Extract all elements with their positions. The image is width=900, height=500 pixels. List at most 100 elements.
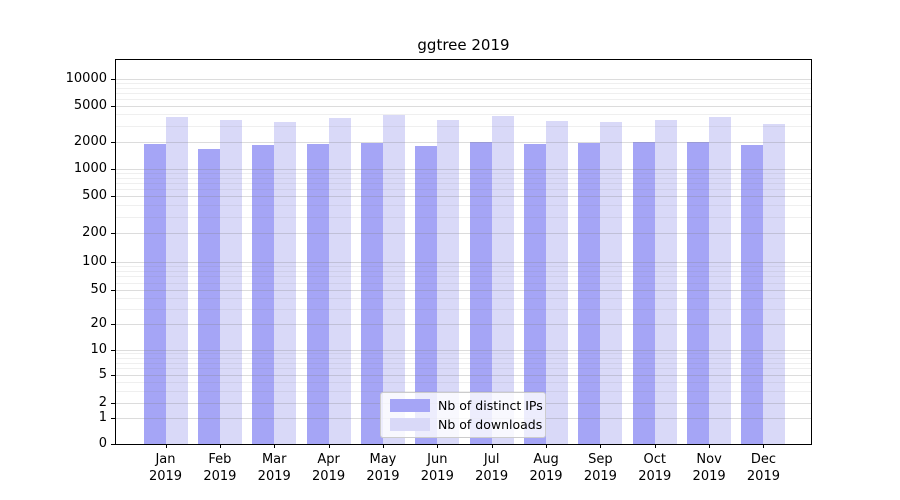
y-tick-mark	[111, 324, 115, 325]
x-tick-mark	[763, 444, 765, 448]
gridline	[116, 216, 811, 218]
bar-downloads-aug-2019	[546, 120, 569, 444]
x-tick-mark	[437, 444, 439, 448]
y-tick-mark	[111, 105, 115, 107]
legend-swatch-downloads	[390, 418, 430, 431]
bar-downloads-jan-2019	[165, 117, 188, 444]
gridline	[116, 324, 811, 325]
x-tick-mark	[328, 444, 330, 448]
x-tick-label: May 2019	[366, 452, 400, 484]
gridline	[116, 205, 811, 206]
x-tick-label: Oct 2019	[638, 452, 672, 484]
legend-item-distinct-ips: Nb of distinct IPs	[390, 398, 543, 413]
bar-distinct-ips-mar-2019	[252, 144, 275, 444]
gridline	[116, 177, 811, 179]
x-tick-label: Mar 2019	[257, 452, 291, 484]
gridline	[116, 188, 811, 190]
bar-downloads-nov-2019	[709, 117, 732, 444]
bar-distinct-ips-aug-2019	[524, 143, 547, 444]
bar-distinct-ips-feb-2019	[197, 148, 220, 444]
bar-downloads-sep-2019	[600, 121, 623, 444]
gridline	[116, 276, 811, 278]
bar-downloads-may-2019	[382, 114, 405, 444]
bar-downloads-mar-2019	[274, 121, 297, 444]
bar-downloads-feb-2019	[219, 119, 242, 444]
x-tick-label: Jun 2019	[420, 452, 454, 484]
y-tick-label: 20	[90, 316, 107, 331]
y-tick-label: 2000	[73, 133, 107, 149]
bar-distinct-ips-apr-2019	[306, 144, 329, 444]
legend: Nb of distinct IPs Nb of downloads	[380, 392, 546, 438]
x-tick-label: Dec 2019	[746, 452, 780, 484]
gridline	[116, 353, 811, 355]
gridline	[116, 298, 811, 300]
y-tick-label: 2	[98, 395, 107, 410]
bar-downloads-apr-2019	[328, 117, 351, 444]
x-tick-mark	[274, 444, 276, 448]
gridline	[116, 79, 811, 80]
x-tick-label: Feb 2019	[203, 452, 237, 484]
plot-area: Nb of distinct IPs Nb of downloads	[115, 59, 812, 445]
gridline	[116, 83, 811, 85]
gridline	[116, 375, 811, 376]
y-tick-mark	[111, 196, 115, 197]
y-tick-mark	[111, 349, 115, 351]
x-tick-mark	[600, 444, 602, 448]
y-tick-mark	[111, 375, 115, 376]
gridline	[116, 357, 811, 359]
chart-title: ggtree 2019	[417, 36, 510, 54]
y-tick-label: 500	[82, 188, 107, 203]
bar-downloads-jun-2019	[437, 120, 460, 444]
bar-distinct-ips-oct-2019	[632, 141, 655, 444]
y-tick-mark	[111, 141, 115, 143]
bar-distinct-ips-jul-2019	[469, 142, 492, 444]
x-tick-mark	[165, 444, 167, 448]
gridline	[116, 362, 811, 364]
x-tick-label: Aug 2019	[529, 452, 563, 484]
gridline	[116, 98, 811, 100]
gridline	[116, 266, 811, 268]
gridline	[116, 282, 811, 284]
bar-distinct-ips-sep-2019	[578, 143, 601, 444]
gridline	[116, 92, 811, 94]
x-tick-mark	[709, 444, 711, 448]
x-tick-mark	[219, 444, 221, 448]
gridline	[116, 349, 811, 351]
y-tick-mark	[111, 169, 115, 170]
gridline	[116, 381, 811, 383]
y-tick-mark	[111, 418, 115, 419]
gridline	[116, 87, 811, 89]
y-tick-label: 1000	[73, 161, 107, 176]
y-tick-label: 0	[98, 435, 107, 451]
x-tick-label: Apr 2019	[312, 452, 346, 484]
y-tick-label: 10	[90, 341, 107, 357]
gridline	[116, 125, 811, 127]
bar-downloads-oct-2019	[654, 119, 677, 444]
gridline	[116, 262, 811, 263]
y-tick-mark	[111, 79, 115, 80]
x-tick-mark	[546, 444, 548, 448]
gridline	[116, 182, 811, 184]
x-tick-mark	[654, 444, 656, 448]
bar-distinct-ips-nov-2019	[687, 142, 710, 444]
y-tick-mark	[111, 233, 115, 234]
x-tick-mark	[382, 444, 384, 448]
y-tick-label: 5	[98, 367, 107, 382]
gridline	[116, 308, 811, 310]
legend-label-downloads: Nb of downloads	[438, 417, 543, 432]
bar-distinct-ips-jan-2019	[143, 144, 166, 444]
bar-downloads-dec-2019	[763, 123, 786, 444]
gridline	[116, 173, 811, 175]
y-tick-mark	[111, 403, 115, 404]
y-tick-label: 5000	[73, 97, 107, 113]
y-tick-mark	[111, 290, 115, 291]
bar-distinct-ips-may-2019	[360, 142, 383, 444]
gridline	[116, 368, 811, 370]
gridline	[116, 390, 811, 392]
legend-swatch-distinct-ips	[390, 399, 430, 412]
y-tick-label: 200	[82, 225, 107, 240]
x-tick-mark	[491, 444, 493, 448]
y-tick-label: 100	[82, 254, 107, 269]
x-tick-label: Nov 2019	[692, 452, 726, 484]
